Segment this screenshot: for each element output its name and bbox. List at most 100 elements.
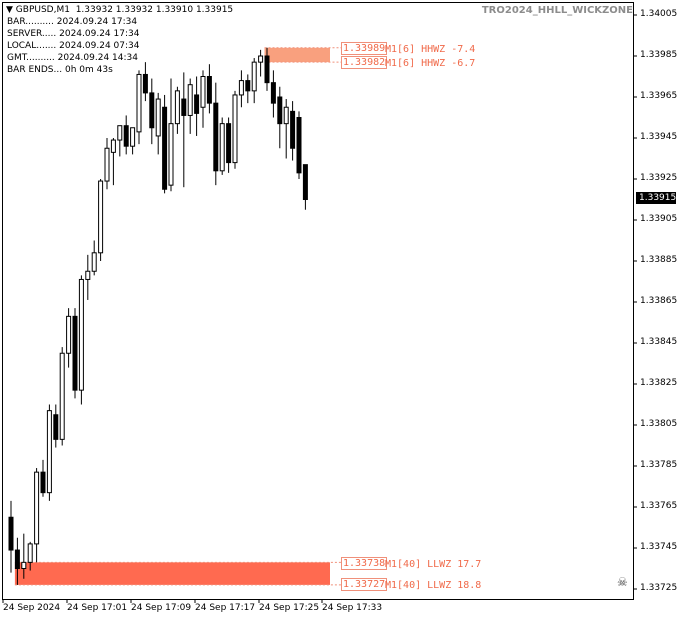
- candle: [98, 179, 104, 261]
- candle: [66, 308, 72, 368]
- candle: [187, 78, 193, 134]
- candle: [251, 58, 257, 104]
- candle: [181, 72, 187, 188]
- candle: [104, 138, 110, 190]
- current-price-badge: 1.33915: [636, 192, 676, 204]
- candle: [123, 115, 129, 155]
- candle: [245, 74, 251, 104]
- bull-candle-body: [117, 125, 123, 141]
- x-tick-label: 24 Sep 2024: [3, 603, 61, 613]
- bull-candle-body: [21, 561, 27, 569]
- tick-marks: [2, 14, 637, 603]
- x-tick-label: 24 Sep 17:25: [259, 603, 320, 613]
- candle: [277, 86, 283, 149]
- candle: [34, 468, 40, 563]
- candle: [168, 78, 174, 192]
- candle: [226, 117, 232, 173]
- candle: [206, 64, 212, 114]
- bear-candle-body: [149, 92, 155, 129]
- y-tick-label: 1.33825: [640, 378, 678, 388]
- llwz-label-1: M1[40] LLWZ 17.7: [385, 559, 482, 570]
- bear-candle-body: [206, 76, 212, 104]
- info-row-bar-ends: BAR ENDS... 0h 0m 43s: [7, 65, 113, 76]
- bear-candle-body: [162, 106, 168, 190]
- bear-candle-body: [181, 98, 187, 116]
- bull-candle-body: [110, 139, 116, 153]
- bear-candle-body: [142, 73, 148, 94]
- info-label: SERVER.....: [7, 29, 57, 39]
- bull-candle-body: [104, 147, 110, 182]
- bull-candle-body: [155, 98, 161, 137]
- ohlc-text: 1.33932 1.33932 1.33910 1.33915: [75, 5, 234, 15]
- bull-candle-body: [85, 270, 91, 280]
- candle: [213, 82, 219, 186]
- bull-candle-body: [187, 84, 193, 116]
- y-tick-label: 1.33765: [640, 501, 678, 511]
- info-label: GMT..........: [7, 53, 55, 63]
- zone-llwz: [14, 562, 331, 585]
- y-tick-label: 1.33945: [640, 132, 678, 142]
- bull-candle-body: [66, 315, 72, 354]
- y-tick-label: 1.33905: [640, 214, 678, 224]
- candle: [53, 404, 59, 448]
- info-row-server: SERVER..... 2024.09.24 17:34: [7, 29, 139, 40]
- info-row-local: LOCAL....... 2024.09.24 07:34: [7, 41, 139, 52]
- bear-candle-body: [270, 82, 276, 104]
- candle: [117, 125, 123, 157]
- candle: [219, 117, 225, 175]
- candle: [130, 127, 136, 155]
- candle: [40, 459, 46, 497]
- bull-candle-body: [59, 352, 65, 440]
- bear-candle-body: [226, 123, 232, 164]
- candle: [72, 308, 78, 399]
- bear-candle-body: [72, 315, 78, 391]
- y-tick-label: 1.33785: [640, 460, 678, 470]
- candle: [21, 533, 27, 579]
- candle: [85, 254, 91, 300]
- y-tick-label: 1.34005: [640, 9, 678, 19]
- candle: [290, 101, 296, 161]
- bear-candle-body: [53, 414, 59, 440]
- x-tick-label: 24 Sep 17:17: [195, 603, 256, 613]
- indicator-name: TRO2024_HHLL_WICKZONE: [481, 5, 633, 16]
- bear-candle-body: [264, 55, 270, 84]
- candle: [296, 111, 302, 179]
- y-tick-label: 1.33805: [640, 419, 678, 429]
- candle: [59, 347, 65, 446]
- candle: [283, 99, 289, 159]
- info-value: 2024.09.24 07:34: [59, 41, 140, 51]
- bull-candle-body: [168, 123, 174, 186]
- chart-header: ▼ GBPUSD,M1 1.33932 1.33932 1.33910 1.33…: [6, 5, 233, 15]
- candles: [8, 47, 308, 585]
- llwz-price-2: 1.33727: [341, 578, 388, 591]
- candle: [46, 404, 52, 501]
- bear-candle-body: [302, 164, 308, 200]
- llwz-label-2: M1[40] LLWZ 18.8: [385, 580, 482, 591]
- bear-candle-body: [213, 102, 219, 172]
- candle: [258, 49, 264, 77]
- candle: [155, 92, 161, 155]
- candle: [27, 541, 33, 571]
- candle: [8, 500, 14, 573]
- bear-candle-body: [14, 549, 20, 569]
- bear-candle-body: [296, 117, 302, 174]
- bear-candle-body: [8, 516, 14, 551]
- candle: [174, 86, 180, 134]
- bull-candle-body: [219, 123, 225, 172]
- x-tick-label: 24 Sep 17:09: [131, 603, 192, 613]
- bull-candle-body: [251, 61, 257, 92]
- bull-candle-body: [232, 94, 238, 164]
- candle: [14, 537, 20, 585]
- y-tick-label: 1.33985: [640, 50, 678, 60]
- candle: [264, 47, 270, 91]
- bull-candle-body: [34, 471, 40, 545]
- collapse-triangle-icon[interactable]: ▼: [6, 5, 13, 15]
- bull-candle-body: [91, 252, 97, 272]
- bull-candle-body: [136, 73, 142, 133]
- hhwz-label-2: M1[6] HHWZ -6.7: [385, 58, 476, 69]
- skull-icon: ☠: [617, 575, 628, 589]
- zone-hhwz: [264, 47, 330, 63]
- hhwz-price-1: 1.33989: [341, 42, 388, 55]
- hhwz-label-1: M1[6] HHWZ -7.4: [385, 44, 476, 55]
